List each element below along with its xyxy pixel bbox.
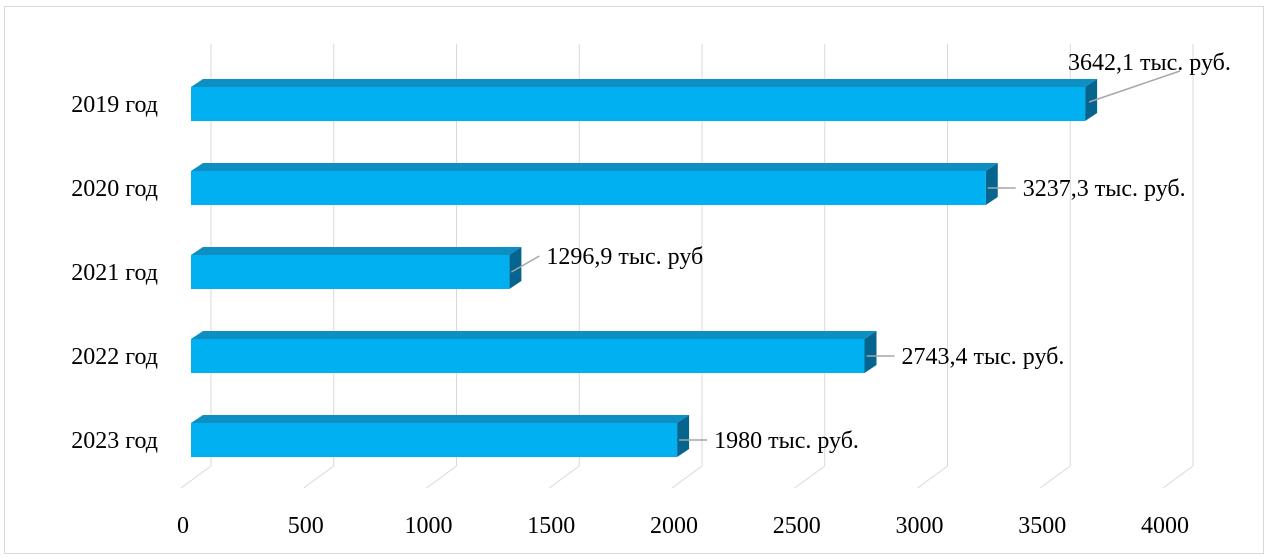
floor-line-3000: [917, 465, 948, 489]
data-label: 1296,9 тыс. руб: [546, 244, 703, 270]
x-tick-label: 2000: [650, 513, 698, 539]
labels: 0 500 1000 1500 2000 2500 3000 3500 4000 2019 год…: [71, 50, 1231, 539]
bar-top-2: [191, 247, 522, 255]
chart-frame: [4, 6, 1264, 554]
leader-line: [1088, 70, 1181, 103]
floor-line-0: [180, 465, 212, 489]
x-tick-label: 4000: [1141, 513, 1189, 539]
bar-side-0: [1085, 79, 1098, 121]
x-tick-label: 500: [288, 513, 324, 539]
bar-side-1: [985, 163, 998, 205]
bar-3: [191, 339, 865, 373]
data-label: 3642,1 тыс. руб.: [1068, 50, 1231, 76]
category-label: 2021 год: [71, 260, 158, 286]
bar-0: [191, 87, 1086, 121]
x-tick-label: 2500: [773, 513, 821, 539]
bar-side-4: [677, 415, 690, 457]
bar-top-3: [191, 331, 877, 339]
bar-side-2: [509, 247, 522, 289]
data-label: 1980 тыс. руб.: [714, 428, 859, 454]
bar-top-0: [191, 79, 1098, 87]
data-label: 3237,3 тыс. руб.: [1023, 176, 1186, 202]
bar-2: [191, 255, 510, 289]
x-tick-label: 1500: [527, 513, 575, 539]
x-tick-label: 3000: [896, 513, 944, 539]
x-tick-label: 1000: [405, 513, 453, 539]
x-tick-label: 0: [177, 513, 189, 539]
bars: [191, 79, 1098, 457]
floor-line-4000: [1162, 465, 1194, 489]
leader-line: [511, 255, 540, 273]
bar-top-4: [191, 415, 690, 423]
category-label: 2023 год: [71, 428, 158, 454]
floor-line-2000: [671, 465, 703, 489]
floor-line-3500: [1039, 465, 1071, 489]
floor-line-1500: [548, 465, 580, 489]
category-label: 2020 год: [71, 176, 158, 202]
floor-line-500: [303, 465, 335, 489]
bar-side-3: [864, 331, 877, 373]
category-label: 2022 год: [71, 344, 158, 370]
bar-top-1: [191, 163, 998, 171]
floor-line-1000: [426, 465, 457, 489]
bar-1: [191, 171, 986, 205]
bar-4: [191, 423, 678, 457]
x-tick-label: 3500: [1018, 513, 1066, 539]
data-label: 2743,4 тыс. руб.: [902, 344, 1065, 370]
floor-line-2500: [794, 465, 826, 489]
category-label: 2019 год: [71, 92, 158, 118]
